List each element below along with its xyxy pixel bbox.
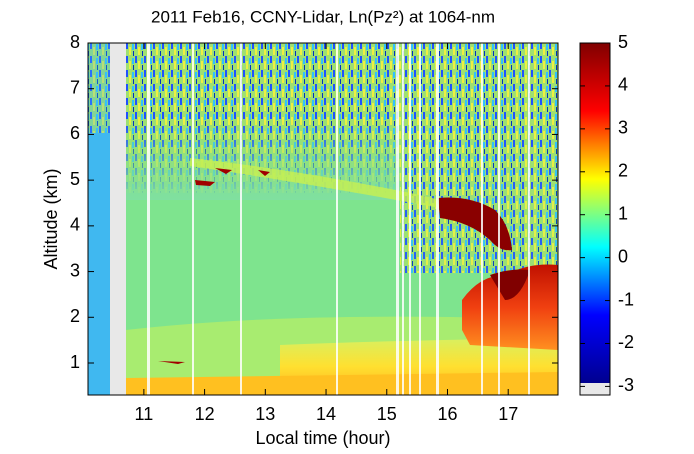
y-tick-label: 7 (70, 77, 80, 97)
colorbar-tick-label: -1 (618, 289, 634, 309)
colorbar-tick-label: 5 (618, 32, 628, 52)
colorbar (580, 43, 610, 383)
colorbar-tick-label: 0 (618, 246, 628, 266)
x-tick-label: 16 (437, 404, 457, 424)
colorbar-tick-label: 2 (618, 161, 628, 181)
x-tick-label: 14 (316, 404, 336, 424)
heatmap-texture (88, 43, 558, 395)
y-tick-label: 5 (70, 169, 80, 189)
colorbar-tick-label: 3 (618, 118, 628, 138)
x-axis-label: Local time (hour) (255, 428, 390, 448)
colorbar-tick-label: -3 (618, 375, 634, 395)
colorbar-frame (579, 42, 611, 396)
plot-frame (87, 42, 559, 396)
x-tick-label: 17 (498, 404, 518, 424)
x-tick-label: 15 (377, 404, 397, 424)
colorbar-tick-label: -2 (618, 332, 634, 352)
x-tick-label: 12 (195, 404, 215, 424)
x-tick-label: 13 (255, 404, 275, 424)
y-tick-label: 1 (70, 352, 80, 372)
y-tick-label: 4 (70, 215, 80, 235)
chart-title: 2011 Feb16, CCNY-Lidar, Ln(Pz²) at 1064-… (151, 7, 495, 26)
colorbar-tick-label: 4 (618, 75, 628, 95)
colorbar-tick-label: 1 (618, 203, 628, 223)
x-tick-label: 11 (135, 404, 154, 424)
y-tick-label: 8 (70, 32, 80, 52)
y-tick-label: 2 (70, 306, 80, 326)
colorbar-missing (580, 383, 610, 395)
y-axis-label: Altitude (km) (41, 168, 61, 269)
y-tick-label: 6 (70, 123, 80, 143)
y-tick-label: 3 (70, 260, 80, 280)
